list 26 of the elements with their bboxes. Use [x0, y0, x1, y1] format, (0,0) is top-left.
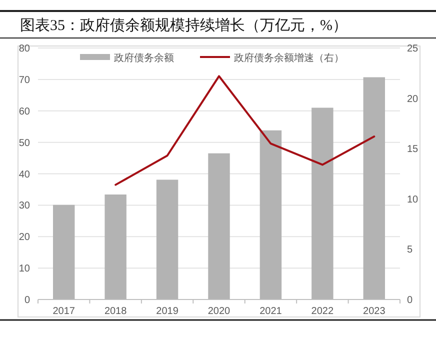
y-tick-label: 20 [18, 232, 30, 244]
y2-tick-label: 25 [407, 44, 419, 54]
x-tick-label: 2017 [52, 306, 76, 317]
line-series [114, 75, 376, 186]
chart-title: 图表35：政府债余额规模持续增长（万亿元，%） [20, 17, 348, 34]
y2-tick-label: 20 [407, 94, 419, 105]
y2-tick-label: 0 [407, 295, 413, 306]
y-tick-label: 70 [18, 74, 30, 86]
legend-label: 政府债务余额 [114, 52, 174, 64]
y2-tick-label: 5 [407, 244, 413, 256]
y-tick-label: 40 [18, 169, 30, 180]
x-tick-label: 2018 [104, 306, 128, 317]
x-tick-label: 2023 [363, 306, 386, 317]
x-tick-label: 2019 [156, 306, 179, 317]
x-tick-label: 2020 [208, 306, 231, 317]
x-tick-label: 2021 [260, 306, 282, 317]
y-tick-label: 50 [18, 138, 30, 149]
y-tick-label: 0 [24, 295, 30, 306]
y2-tick-label: 10 [407, 194, 419, 206]
x-tick-label: 2022 [311, 306, 334, 317]
legend-label: 政府债务余额增速（右） [234, 52, 344, 64]
y-tick-label: 80 [18, 44, 30, 54]
y-tick-label: 60 [18, 106, 30, 118]
y2-tick-label: 15 [407, 144, 419, 156]
y-tick-label: 30 [18, 200, 30, 212]
y-tick-label: 10 [18, 264, 30, 275]
